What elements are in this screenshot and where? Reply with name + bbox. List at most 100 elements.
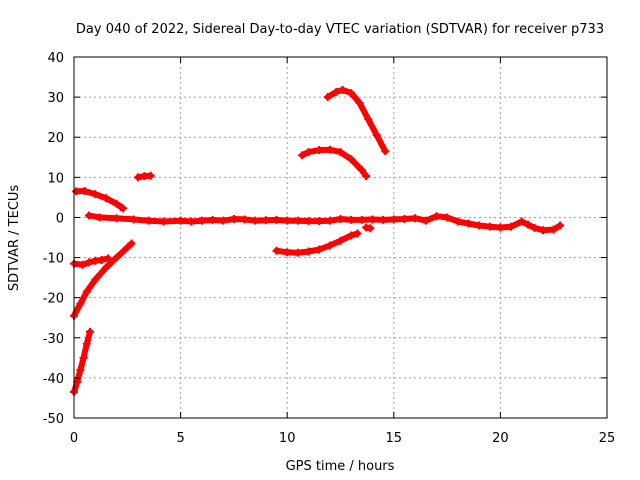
data-point <box>432 212 441 221</box>
data-point <box>123 243 132 252</box>
data-point <box>400 215 409 224</box>
series-arc-9 <box>323 85 390 156</box>
series-arc-0 <box>72 186 128 213</box>
x-axis-label: GPS time / hours <box>286 459 395 474</box>
axis-ticks: 0 5 10 15 20 25 40 30 20 10 0 -10 -20 -30 -40 -50 <box>43 51 616 446</box>
data-point <box>176 216 185 225</box>
series-arc-8 <box>298 145 371 181</box>
data-point <box>496 223 505 232</box>
data-point <box>347 231 356 240</box>
y-tick-label: -30 <box>43 332 64 347</box>
data-point <box>82 287 91 296</box>
x-tick-label: 15 <box>386 431 403 446</box>
data-point <box>338 85 347 94</box>
data-point <box>283 248 292 257</box>
data-point <box>293 248 302 257</box>
data-point <box>129 215 138 224</box>
data-point <box>197 216 206 225</box>
data-point <box>104 254 113 263</box>
data-point <box>507 222 516 231</box>
data-point <box>549 225 558 234</box>
data-point <box>229 215 238 224</box>
y-axis-label: SDTVAR / TECUs <box>7 185 22 292</box>
series-arc-2 <box>70 239 136 320</box>
data-point <box>347 155 356 164</box>
data-point <box>524 220 533 229</box>
data-point <box>453 217 462 226</box>
data-point <box>79 353 88 362</box>
data-point <box>336 148 345 157</box>
data-point <box>133 173 142 182</box>
data-point <box>364 115 373 124</box>
series-arc-5 <box>84 211 565 235</box>
data-point <box>272 215 281 224</box>
data-point <box>219 216 228 225</box>
data-point <box>421 216 430 225</box>
data-point <box>76 299 85 308</box>
x-tick-label: 20 <box>492 431 509 446</box>
data-point <box>355 99 364 108</box>
series-trace <box>71 240 135 319</box>
data-point <box>332 87 341 96</box>
data-point <box>91 190 100 199</box>
data-point <box>475 221 484 230</box>
data-point <box>272 246 281 255</box>
data-point <box>325 216 334 225</box>
data-point <box>80 186 89 195</box>
data-point <box>336 236 345 245</box>
series-arc-4 <box>133 171 155 182</box>
y-tick-label: -10 <box>43 252 64 267</box>
y-tick-label: 40 <box>47 51 64 66</box>
data-point <box>95 213 104 222</box>
data-point <box>389 215 398 224</box>
y-tick-label: -40 <box>43 372 64 387</box>
data-point <box>159 217 168 226</box>
data-point <box>325 241 334 250</box>
data-point <box>485 222 494 231</box>
data-point <box>73 377 82 386</box>
series-trace <box>299 146 370 180</box>
series-arc-7 <box>362 223 375 233</box>
data-point <box>315 217 324 226</box>
data-point <box>411 214 420 223</box>
data-point <box>78 260 87 269</box>
data-point <box>325 145 334 154</box>
data-point <box>84 258 93 267</box>
data-point <box>556 221 565 230</box>
data-point <box>82 339 91 348</box>
data-point <box>347 89 356 98</box>
data-point <box>84 211 93 220</box>
data-point <box>112 253 121 262</box>
plot-frame <box>73 56 608 419</box>
x-tick-label: 0 <box>70 431 78 446</box>
data-point <box>539 226 548 235</box>
series-arc-3 <box>70 327 94 396</box>
data-point <box>91 275 100 284</box>
data-point <box>517 217 526 226</box>
data-point <box>112 199 121 208</box>
data-point <box>101 263 110 272</box>
y-tick-label: 10 <box>47 171 64 186</box>
data-point <box>304 217 313 226</box>
x-tick-label: 5 <box>176 431 184 446</box>
data-point <box>240 215 249 224</box>
chart-title: Day 040 of 2022, Sidereal Day-to-day VTE… <box>76 22 604 37</box>
data-point <box>298 151 307 160</box>
data-point <box>357 166 366 175</box>
data-point <box>127 239 136 248</box>
data-point <box>366 224 375 233</box>
series-arc-6 <box>272 229 362 257</box>
data-point <box>283 216 292 225</box>
data-point <box>112 214 121 223</box>
data-point <box>372 131 381 140</box>
data-point <box>368 215 377 224</box>
data-point <box>144 216 153 225</box>
data-point <box>357 215 366 224</box>
y-tick-label: 0 <box>56 211 64 226</box>
data-point <box>97 255 106 264</box>
data-point <box>315 245 324 254</box>
x-tick-label: 25 <box>599 431 616 446</box>
data-point <box>119 204 128 213</box>
y-tick-label: 20 <box>47 131 64 146</box>
